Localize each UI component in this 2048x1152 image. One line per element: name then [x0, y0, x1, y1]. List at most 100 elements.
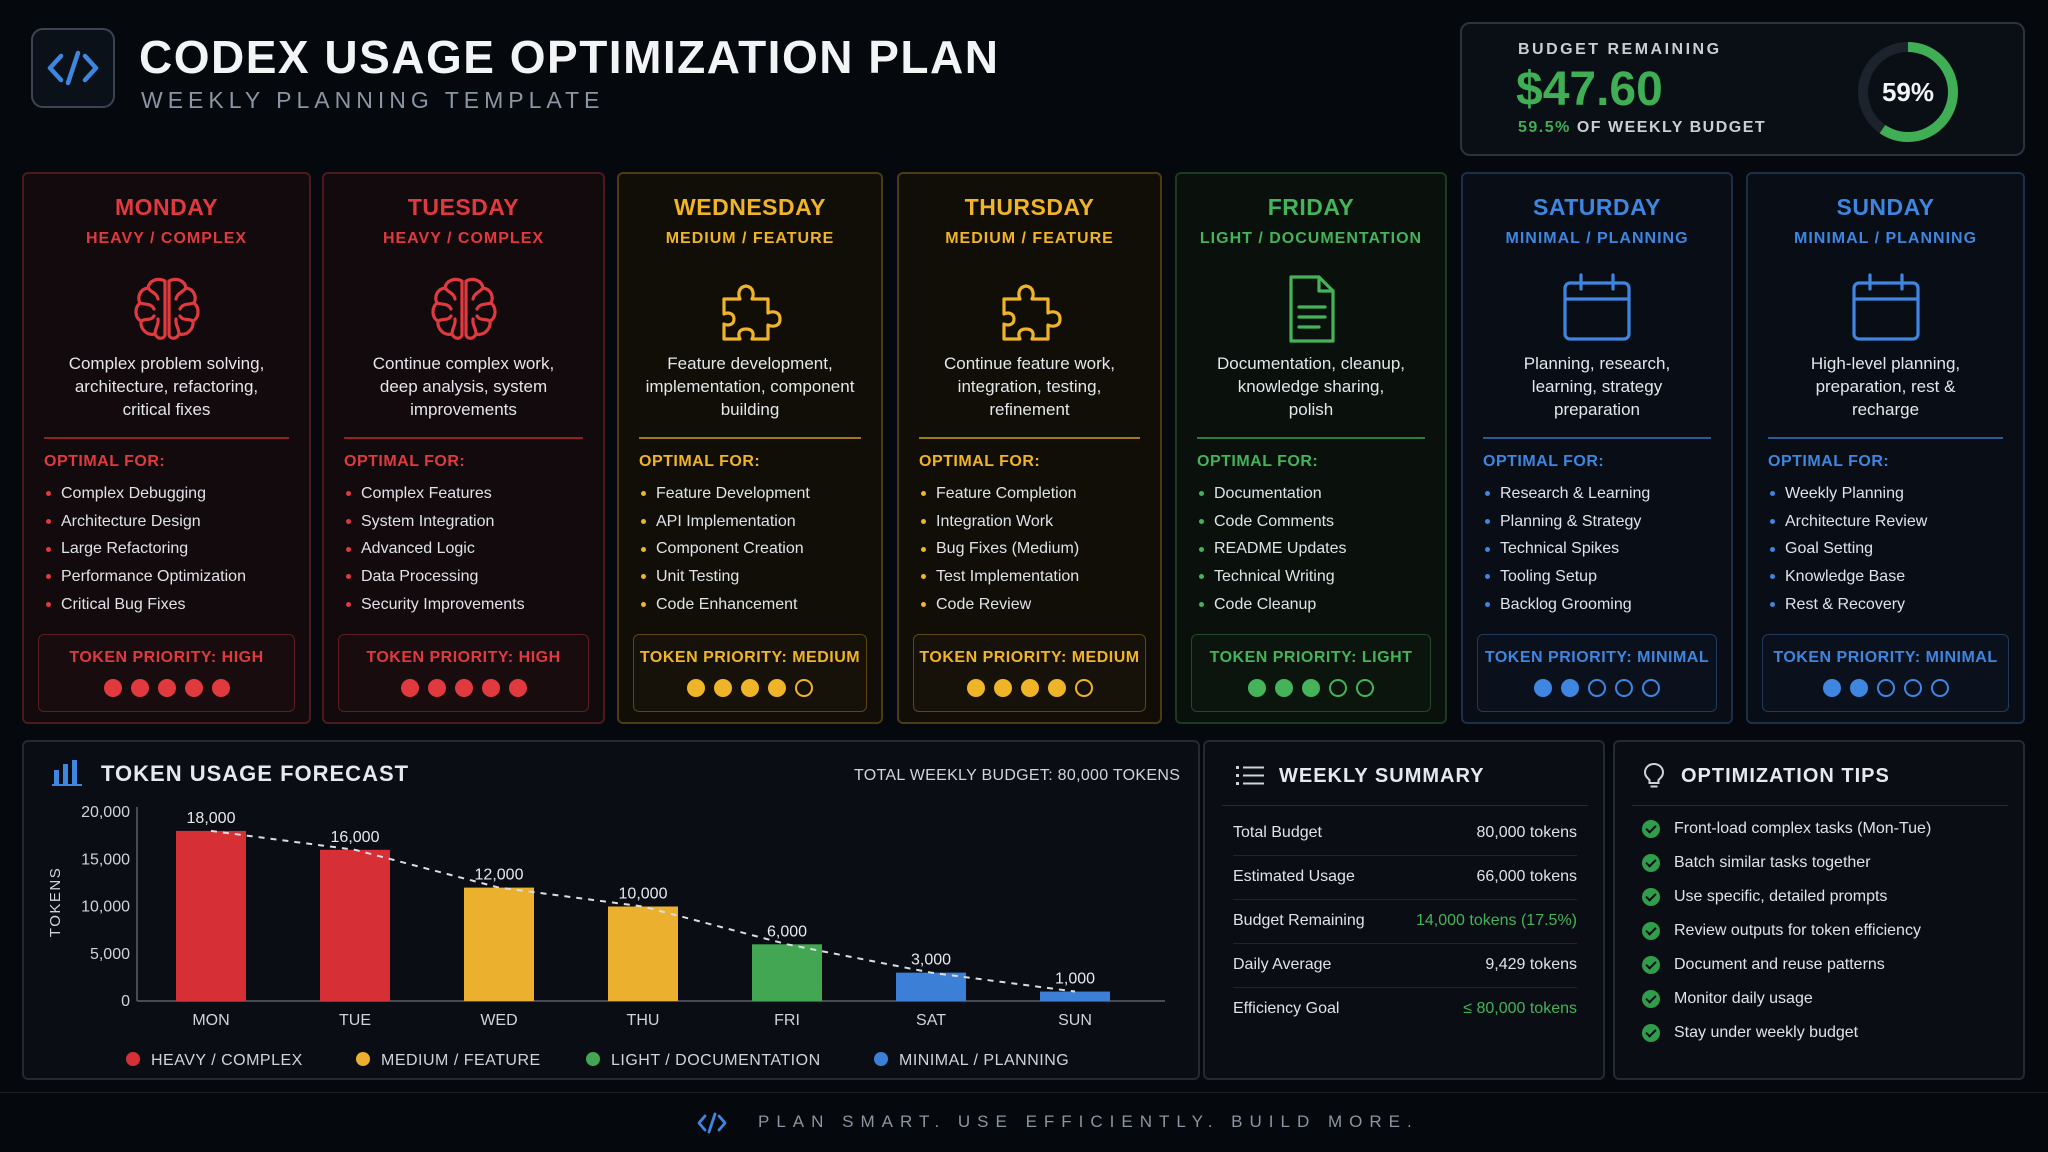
list-item: Unit Testing: [641, 563, 871, 591]
summary-row-divider: [1233, 899, 1577, 900]
bar-value-label: 6,000: [767, 923, 807, 940]
day-card-saturday: SATURDAY MINIMAL / PLANNING Planning, res…: [1461, 172, 1733, 724]
brain-icon: [127, 269, 207, 349]
optimal-for-list: Weekly Planning Architecture Review Goal S…: [1770, 480, 2013, 618]
bar-thu: [608, 906, 678, 1001]
tip-item: Use specific, detailed prompts: [1642, 880, 1887, 914]
priority-dot-empty: [1876, 679, 1895, 697]
priority-dot-filled: [1849, 679, 1868, 697]
bullet-icon: [346, 546, 351, 552]
priority-dot-filled: [508, 679, 527, 697]
bullet-icon: [346, 574, 351, 580]
day-description-line: Complex problem solving,: [68, 354, 265, 373]
bullet-icon: [921, 602, 926, 608]
priority-dot-filled: [1047, 679, 1066, 697]
summary-row-label: Total Budget: [1233, 824, 1322, 841]
token-priority-box: TOKEN PRIORITY: MINIMAL: [1762, 634, 2009, 712]
list-item-label: Test Implementation: [936, 568, 1080, 586]
list-item-label: Tooling Setup: [1500, 568, 1597, 586]
x-tick-label: THU: [627, 1012, 660, 1029]
list-item: Component Creation: [641, 535, 871, 563]
list-item: Test Implementation: [921, 563, 1150, 591]
list-item-label: Bug Fixes (Medium): [936, 540, 1080, 558]
budget-caption-text: OF WEEKLY BUDGET: [1576, 119, 1767, 136]
day-title: SUNDAY: [1836, 194, 1935, 220]
bullet-icon: [1770, 491, 1775, 497]
calendar-icon: [1557, 269, 1637, 349]
day-workload: HEAVY / COMPLEX: [85, 230, 248, 247]
tips-panel: [1613, 740, 2025, 1080]
day-description-line: deep analysis, system: [379, 377, 548, 396]
x-tick-label: SAT: [916, 1012, 946, 1029]
list-item-label: Complex Features: [361, 485, 492, 502]
day-workload: MEDIUM / FEATURE: [665, 230, 835, 247]
list-item-label: Component Creation: [656, 540, 804, 558]
code-brackets-icon: [697, 1112, 727, 1134]
summary-row: Total Budget 80,000 tokens: [1233, 811, 1577, 855]
bullet-icon: [1485, 602, 1490, 608]
list-item: Feature Development: [641, 480, 871, 508]
list-item: Code Review: [921, 591, 1150, 619]
budget-gauge-label: 59%: [1881, 76, 1935, 107]
document-icon: [1271, 269, 1351, 349]
list-item-label: Rest & Recovery: [1785, 595, 1906, 613]
day-description-line: Continue feature work,: [943, 354, 1116, 373]
token-priority-rating: [339, 679, 588, 697]
list-item: Weekly Planning: [1770, 480, 2013, 508]
y-tick-label: 5,000: [90, 946, 130, 963]
y-axis-label: TOKENS: [47, 867, 64, 937]
list-item-label: README Updates: [1214, 540, 1347, 558]
list-item: Feature Completion: [921, 480, 1150, 508]
list-item-label: Unit Testing: [656, 568, 740, 586]
optimal-for-list: Research & Learning Planning & Strategy Te…: [1485, 480, 1721, 618]
optimal-for-label: OPTIMAL FOR:: [1197, 453, 1319, 470]
list-item-label: Feature Development: [656, 485, 810, 502]
check-icon: [1642, 922, 1660, 940]
list-item: Technical Writing: [1199, 563, 1435, 591]
priority-dot-filled: [184, 679, 203, 697]
list-item-label: Weekly Planning: [1785, 485, 1904, 502]
optimal-for-label: OPTIMAL FOR:: [1768, 453, 1890, 470]
optimal-for-list: Complex Features System Integration Advanc…: [346, 480, 593, 618]
day-description-line: critical fixes: [122, 400, 211, 419]
list-item: Security Improvements: [346, 591, 593, 619]
list-item-label: Documentation: [1214, 485, 1322, 502]
list-item: Code Enhancement: [641, 591, 871, 619]
brain-icon: [424, 269, 504, 349]
list-item-label: Code Enhancement: [656, 595, 798, 613]
footer-divider: [0, 1092, 2048, 1093]
list-item-label: Backlog Grooming: [1500, 595, 1632, 613]
list-item: Performance Optimization: [46, 563, 299, 591]
bullet-icon: [46, 574, 51, 580]
day-workload: HEAVY / COMPLEX: [382, 230, 545, 247]
day-description: Feature development, implementation, comp…: [637, 352, 863, 421]
priority-dot-filled: [1275, 679, 1293, 697]
day-description: Complex problem solving, architecture, re…: [42, 352, 291, 421]
bar-value-label: 12,000: [475, 867, 524, 884]
day-description-line: Planning, research,: [1523, 354, 1671, 373]
token-priority-rating: [634, 679, 866, 697]
priority-dot-filled: [1534, 679, 1552, 697]
y-tick-label: 15,000: [81, 851, 130, 868]
day-description-line: improvements: [410, 400, 517, 419]
list-item: Technical Spikes: [1485, 535, 1721, 563]
bullet-icon: [1770, 546, 1775, 552]
bullet-icon: [1770, 519, 1775, 525]
summary-row-value: 14,000 tokens (17.5%): [1416, 912, 1577, 929]
token-priority-rating: [1192, 679, 1430, 697]
optimal-for-list: Complex Debugging Architecture Design Larg…: [46, 480, 299, 618]
summary-row-label: Daily Average: [1233, 956, 1332, 973]
summary-row: Estimated Usage 66,000 tokens: [1233, 855, 1577, 899]
list-item: Architecture Review: [1770, 508, 2013, 536]
token-priority-label: TOKEN PRIORITY: MINIMAL: [1773, 649, 1998, 666]
day-title: WEDNESDAY: [674, 194, 826, 220]
priority-dot-filled: [993, 679, 1012, 697]
bullet-icon: [1199, 602, 1204, 608]
priority-dot-filled: [481, 679, 500, 697]
token-priority-label: TOKEN PRIORITY: MEDIUM: [639, 649, 861, 666]
day-divider: [1197, 437, 1425, 439]
legend-swatch: [874, 1052, 888, 1066]
list-item-label: API Implementation: [656, 512, 796, 530]
tip-text: Use specific, detailed prompts: [1674, 888, 1888, 905]
token-priority-label: TOKEN PRIORITY: HIGH: [69, 649, 264, 666]
